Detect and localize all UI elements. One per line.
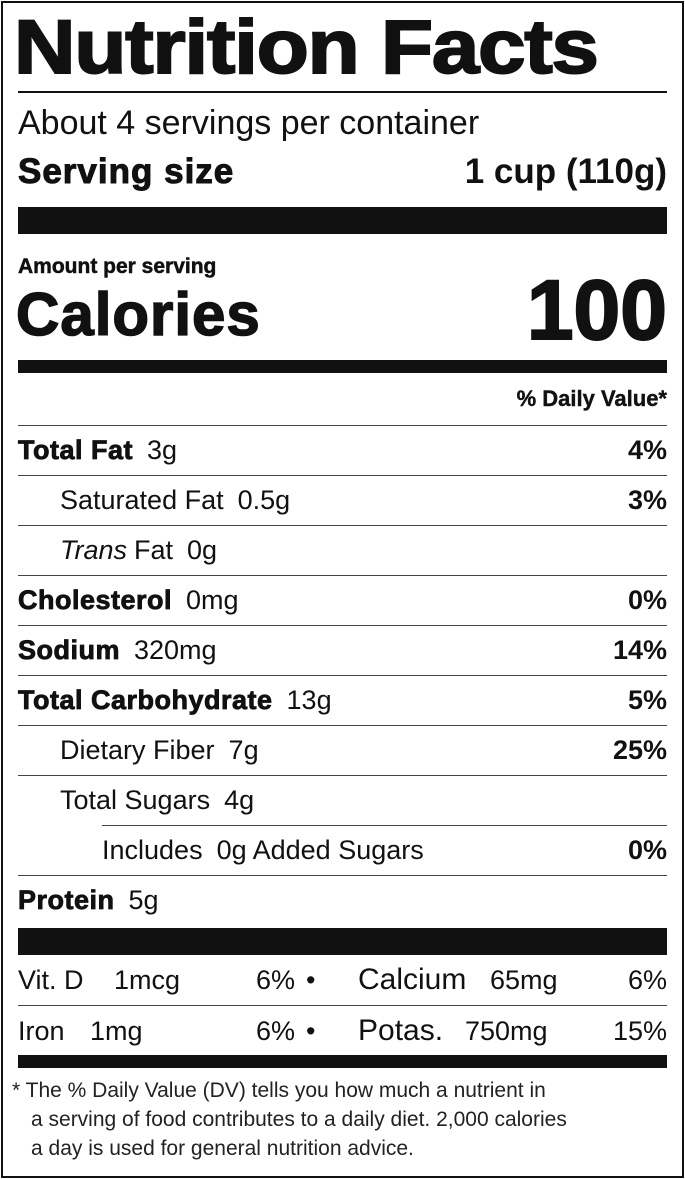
vitamin-name: Vit. D bbox=[18, 965, 84, 995]
nutrient-amount: 13g bbox=[286, 685, 332, 715]
nutrient-amount: 0.5g bbox=[237, 485, 291, 515]
nutrient-name: Saturated Fat bbox=[60, 485, 224, 515]
thick-divider bbox=[18, 207, 667, 234]
nutrient-row: Sodium 320mg 14% bbox=[18, 625, 667, 675]
nutrient-row: Trans Fat 0g bbox=[18, 525, 667, 575]
nutrient-name-italic: Trans bbox=[60, 535, 128, 565]
nutrient-amount: 5g bbox=[128, 885, 159, 915]
serving-size-label: Serving size bbox=[17, 152, 235, 192]
nutrient-daily-value: 25% bbox=[612, 735, 667, 765]
nutrient-daily-value: 3% bbox=[627, 485, 667, 515]
daily-value-header: % Daily Value* bbox=[516, 386, 667, 411]
vitamin-row: Vit. D 1mcg 6% • Calcium 65mg 6% bbox=[18, 955, 667, 1005]
bullet: • bbox=[306, 1016, 316, 1046]
nutrient-row: Total Fat 3g 4% bbox=[18, 425, 667, 475]
vitamin-daily-value: 6% bbox=[256, 965, 296, 995]
footnote-line: * The % Daily Value (DV) tells you how m… bbox=[12, 1079, 546, 1102]
label-title: Nutrition Facts bbox=[13, 4, 600, 91]
nutrient-name: Cholesterol bbox=[18, 585, 173, 616]
footnote-line: a serving of food contributes to a daily… bbox=[31, 1108, 567, 1131]
footnote-line: a day is used for general nutrition advi… bbox=[31, 1137, 414, 1160]
mineral-amount: 750mg bbox=[465, 1016, 548, 1046]
serving-size-value: 1 cup (110g) bbox=[464, 152, 667, 191]
servings-per-container: About 4 servings per container bbox=[18, 104, 480, 142]
vitamin-row: Iron 1mg 6% • Potas. 750mg 15% bbox=[18, 1005, 667, 1055]
vitamin-name: Iron bbox=[18, 1016, 65, 1046]
nutrient-row: Dietary Fiber 7g 25% bbox=[18, 725, 667, 775]
nutrient-row: Saturated Fat 0.5g 3% bbox=[18, 475, 667, 525]
nutrient-row: Protein 5g bbox=[18, 875, 667, 925]
thick-divider bbox=[18, 360, 667, 373]
mineral-name: Calcium bbox=[358, 963, 467, 996]
bullet: • bbox=[306, 965, 316, 995]
nutrient-daily-value: 5% bbox=[627, 685, 667, 715]
nutrient-name: Total Fat bbox=[18, 435, 133, 466]
nutrient-name: Protein bbox=[18, 885, 115, 916]
nutrient-amount: 0mg bbox=[186, 585, 239, 615]
nutrient-daily-value: 14% bbox=[612, 635, 667, 665]
mineral-daily-value: 6% bbox=[627, 965, 667, 995]
footnote: * The % Daily Value (DV) tells you how m… bbox=[12, 1076, 567, 1163]
calories-value: 100 bbox=[526, 262, 668, 358]
nutrient-row: Total Sugars 4g bbox=[18, 775, 667, 825]
thick-divider bbox=[18, 1055, 667, 1068]
vitamin-amount: 1mcg bbox=[114, 965, 181, 995]
divider bbox=[18, 91, 667, 93]
nutrient-amount: 0g Added Sugars bbox=[216, 835, 424, 865]
nutrient-daily-value: 0% bbox=[627, 835, 667, 865]
nutrient-row: Cholesterol 0mg 0% bbox=[18, 575, 667, 625]
mineral-name: Potas. bbox=[358, 1014, 444, 1047]
nutrient-daily-value: 0% bbox=[627, 585, 667, 615]
nutrient-amount: 4g bbox=[224, 785, 255, 815]
nutrient-name: Includes bbox=[102, 835, 203, 865]
nutrient-name: Total Sugars bbox=[60, 785, 211, 815]
nutrient-daily-value: 4% bbox=[627, 435, 667, 465]
vitamin-daily-value: 6% bbox=[256, 1016, 296, 1046]
thick-divider bbox=[18, 928, 667, 955]
mineral-daily-value: 15% bbox=[612, 1016, 667, 1046]
nutrient-name: Sodium bbox=[18, 635, 120, 666]
vitamin-amount: 1mg bbox=[90, 1016, 143, 1046]
calories-label: Calories bbox=[15, 280, 261, 349]
nutrient-amount: 7g bbox=[228, 735, 259, 765]
nutrient-name: Total Carbohydrate bbox=[18, 685, 273, 716]
nutrient-amount: 0g bbox=[187, 535, 218, 565]
nutrient-amount: 3g bbox=[147, 435, 178, 465]
amount-per-serving: Amount per serving bbox=[18, 255, 217, 279]
nutrient-amount: 320mg bbox=[134, 635, 217, 665]
nutrient-name: Dietary Fiber bbox=[60, 735, 215, 765]
nutrient-row: Includes 0g Added Sugars 0% bbox=[102, 825, 667, 875]
nutrient-row: Total Carbohydrate 13g 5% bbox=[18, 675, 667, 725]
nutrient-name: Fat bbox=[134, 535, 174, 565]
mineral-amount: 65mg bbox=[490, 965, 558, 995]
